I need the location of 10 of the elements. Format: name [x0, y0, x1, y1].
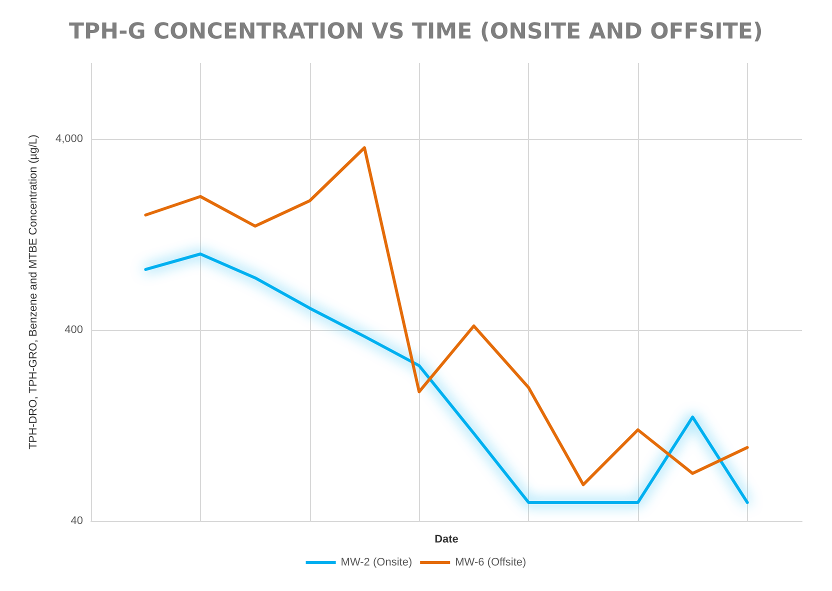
y-tick-label: 400 [64, 324, 83, 336]
line-series [144, 252, 749, 504]
y-axis-title: TPH-DRO, TPH-GRO, Benzene and MTBE Concentration (µg/L) [28, 134, 40, 450]
x-axis-title: Date [434, 533, 458, 546]
legend-label: MW-2 (Onsite) [340, 556, 412, 568]
y-tick-label: 40 [70, 515, 83, 527]
chart-title: TPH-G CONCENTRATION VS TIME (ONSITE AND OFFSITE) [69, 20, 763, 44]
line-series [144, 146, 749, 486]
legend-label: MW-6 (Offsite) [455, 556, 526, 568]
y-tick-label: 4,000 [55, 133, 83, 146]
